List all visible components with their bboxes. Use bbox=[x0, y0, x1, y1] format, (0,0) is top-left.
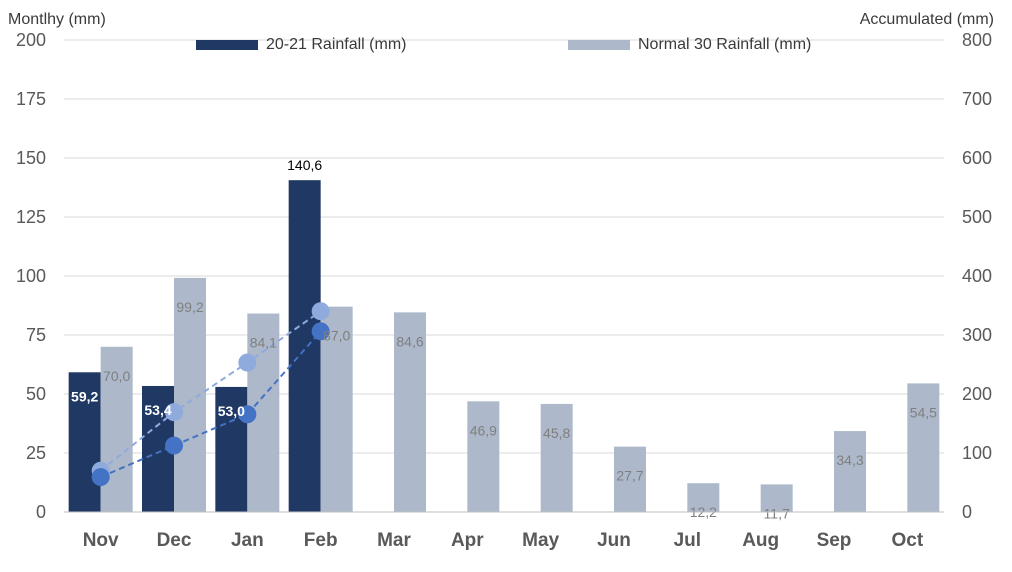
bar-normal-rainfall bbox=[540, 403, 573, 512]
bar-normal-rainfall bbox=[760, 484, 793, 512]
x-tick-label: Oct bbox=[891, 530, 923, 551]
x-tick-label: Jun bbox=[597, 530, 631, 551]
x-tick-label: Sep bbox=[817, 530, 852, 551]
bar-normal-rainfall bbox=[467, 401, 500, 512]
axes: 0 25 50 75 100 125 150 175 200 0 100 200 300 400 500 60… bbox=[16, 30, 992, 551]
y-right-tick-label: 500 bbox=[962, 207, 992, 227]
y-right-tick-label: 700 bbox=[962, 89, 992, 109]
legend-item-normal-rainfall: Normal 30 Rainfall (mm) bbox=[568, 36, 811, 54]
y-right-tick-label: 800 bbox=[962, 30, 992, 50]
point-2021-accumulated bbox=[311, 322, 330, 341]
x-tick-label: Dec bbox=[157, 530, 192, 551]
data-labels: 59,2 53,4 53,0 140,6 70,0 99,2 84,1 87,0 84,6 46,… bbox=[71, 157, 937, 521]
bar-data-label: 54,5 bbox=[910, 404, 937, 420]
bar-data-label: 27,7 bbox=[616, 468, 643, 484]
y-left-tick-label: 200 bbox=[16, 30, 46, 50]
y-left-tick-label: 150 bbox=[16, 148, 46, 168]
bar-data-label: 70,0 bbox=[103, 368, 130, 384]
bar-data-label: 45,8 bbox=[543, 425, 570, 441]
y-axis-left-title: Montlhy (mm) bbox=[8, 11, 106, 28]
legend-item-2021-rainfall: 20-21 Rainfall (mm) bbox=[196, 36, 406, 54]
point-normal-accumulated bbox=[311, 302, 330, 321]
bar-normal-rainfall bbox=[320, 306, 353, 512]
x-tick-label: Jan bbox=[231, 530, 264, 551]
x-tick-label: Mar bbox=[377, 530, 411, 551]
line-2021-accumulated bbox=[100, 330, 322, 478]
x-tick-label: Feb bbox=[304, 530, 338, 551]
bar-normal-rainfall bbox=[100, 346, 133, 512]
legend-swatch-light bbox=[568, 40, 630, 50]
y-left-tick-label: 0 bbox=[36, 502, 46, 522]
bar-data-label: 46,9 bbox=[470, 422, 497, 438]
y-left-tick-label: 50 bbox=[26, 384, 46, 404]
y-right-tick-label: 300 bbox=[962, 325, 992, 345]
point-2021-accumulated bbox=[165, 436, 183, 455]
y-right-tick-label: 600 bbox=[962, 148, 992, 168]
bar-data-label: 11,7 bbox=[764, 505, 790, 521]
y-right-tick-label: 200 bbox=[962, 384, 992, 404]
bar-normal-rainfall bbox=[834, 431, 866, 512]
bar-normal-rainfall bbox=[687, 483, 720, 512]
y-left-tick-label: 25 bbox=[26, 443, 46, 463]
x-tick-label: May bbox=[522, 530, 559, 551]
bar-2021-rainfall bbox=[288, 180, 321, 512]
bar-data-label: 99,2 bbox=[176, 299, 203, 315]
bars bbox=[68, 180, 940, 512]
legend-label: Normal 30 Rainfall (mm) bbox=[638, 36, 812, 53]
y-left-tick-label: 125 bbox=[16, 207, 46, 227]
y-axis-right-title: Accumulated (mm) bbox=[859, 11, 994, 28]
legend-swatch-dark bbox=[196, 40, 258, 50]
y-left-tick-label: 75 bbox=[26, 325, 46, 345]
bar-data-label: 84,6 bbox=[396, 333, 423, 349]
x-tick-label: Jul bbox=[674, 530, 701, 551]
legend-label: 20-21 Rainfall (mm) bbox=[266, 36, 407, 53]
point-normal-accumulated bbox=[165, 403, 183, 422]
bar-data-label: 84,1 bbox=[250, 335, 277, 351]
bar-normal-rainfall bbox=[614, 446, 646, 512]
x-tick-label: Apr bbox=[451, 530, 484, 551]
y-left-tick-label: 175 bbox=[16, 89, 46, 109]
bar-data-label: 53,0 bbox=[218, 403, 245, 419]
x-tick-label: Nov bbox=[83, 530, 119, 551]
y-right-tick-label: 0 bbox=[962, 502, 972, 522]
bar-data-label: 34,3 bbox=[836, 452, 863, 468]
bar-data-label: 140,6 bbox=[287, 157, 322, 173]
bar-data-label: 53,4 bbox=[144, 402, 171, 418]
bar-2021-rainfall bbox=[68, 372, 101, 512]
point-normal-accumulated bbox=[238, 353, 257, 372]
y-right-tick-label: 400 bbox=[962, 266, 992, 286]
bar-normal-rainfall bbox=[907, 383, 940, 512]
bar-normal-rainfall bbox=[394, 312, 426, 512]
point-2021-accumulated bbox=[91, 468, 110, 487]
y-right-tick-label: 100 bbox=[962, 443, 992, 463]
point-2021-accumulated bbox=[238, 405, 257, 424]
bar-data-label: 87,0 bbox=[323, 328, 350, 344]
x-tick-label: Aug bbox=[742, 530, 779, 551]
cumulative-lines bbox=[91, 302, 330, 487]
y-left-tick-label: 100 bbox=[16, 266, 46, 286]
grid-lines bbox=[64, 39, 944, 454]
bar-data-label: 59,2 bbox=[71, 388, 98, 404]
